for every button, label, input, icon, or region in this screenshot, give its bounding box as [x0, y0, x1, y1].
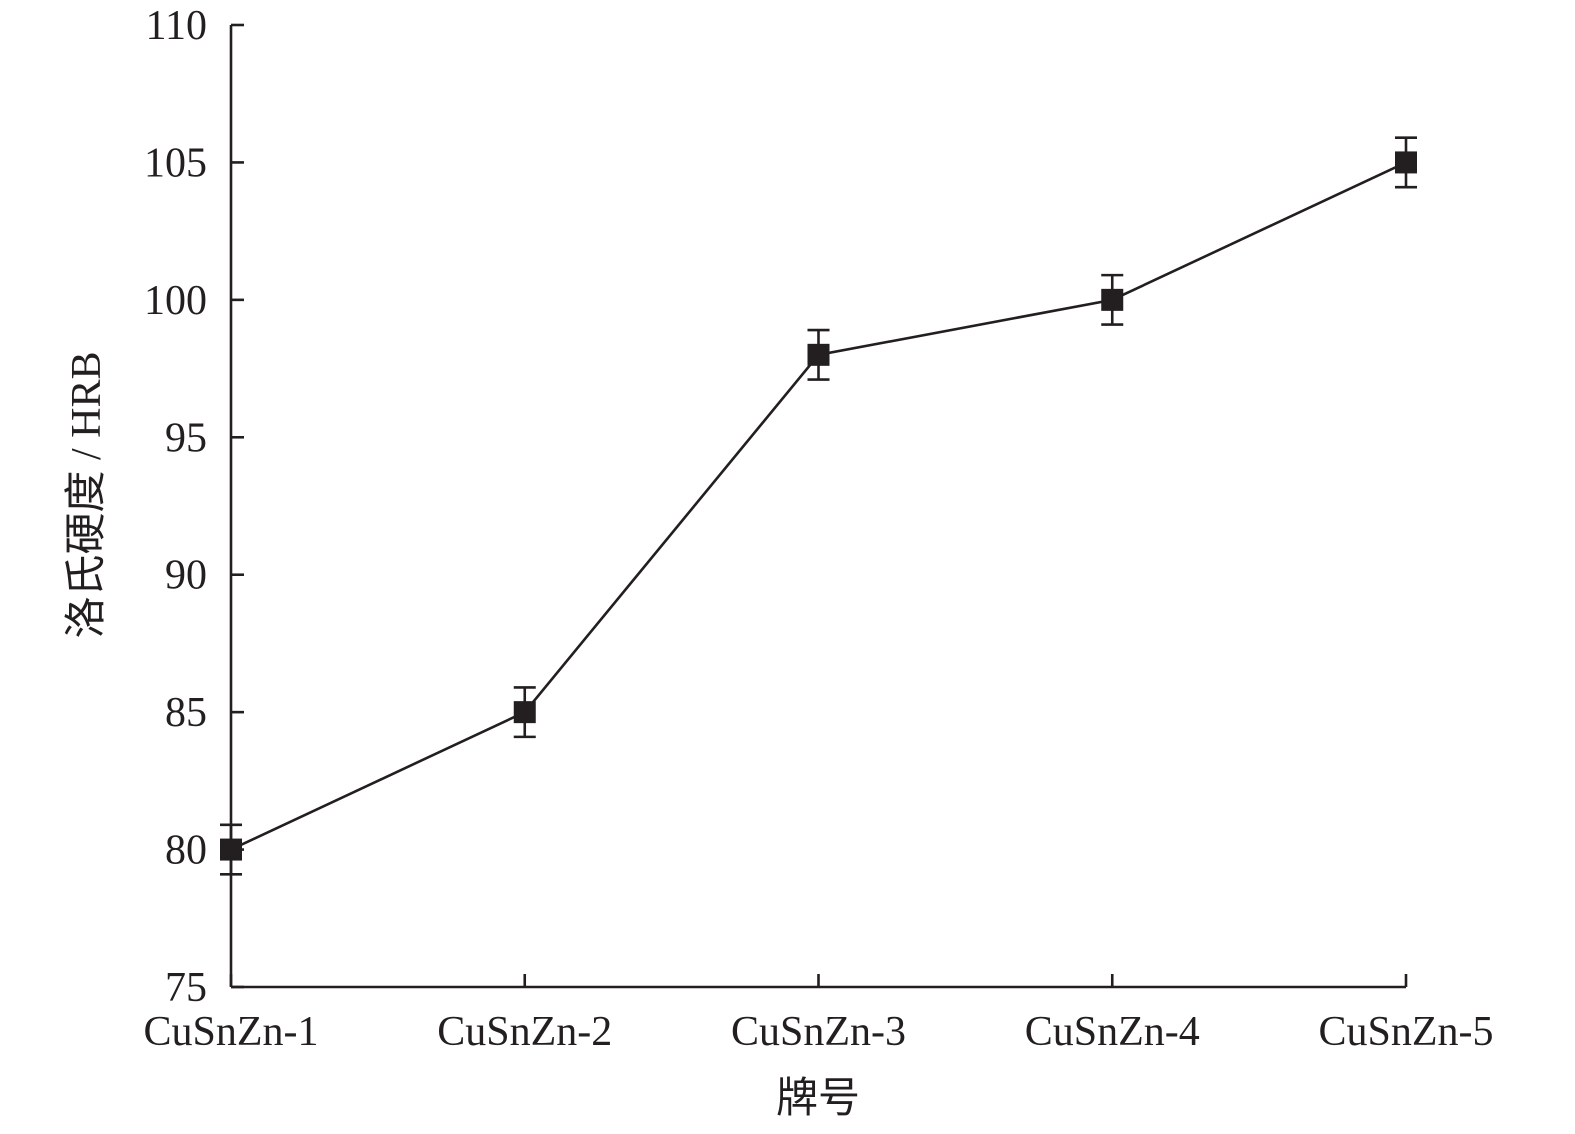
- x-tick-label: CuSnZn-1: [143, 1009, 318, 1055]
- y-tick-label: 105: [144, 140, 207, 186]
- x-tick-label: CuSnZn-2: [437, 1009, 612, 1055]
- y-tick-label: 110: [146, 3, 207, 49]
- y-tick-label: 95: [165, 415, 207, 461]
- data-point-marker: [1395, 151, 1417, 174]
- data-point-marker: [513, 701, 536, 724]
- data-point-marker: [220, 838, 242, 861]
- data-point-marker: [807, 343, 830, 366]
- x-axis-title: 牌号: [776, 1076, 860, 1122]
- y-tick-label: 85: [165, 690, 207, 736]
- plot-area: 75 80 85 90 95 100 105 110 CuSnZn-1 CuSnZn-2 CuSnZ…: [143, 3, 1493, 1055]
- y-tick-label: 75: [165, 965, 207, 1011]
- y-tick-label: 90: [165, 553, 207, 599]
- y-tick-label: 100: [144, 278, 207, 324]
- series-line: [230, 161, 1407, 851]
- x-tick-label: CuSnZn-4: [1025, 1009, 1200, 1055]
- x-tick-label: CuSnZn-3: [731, 1009, 906, 1055]
- y-tick-label: 80: [165, 828, 207, 874]
- y-axis-title: 洛氏硬度 / HRB: [64, 351, 110, 638]
- x-tick-label: CuSnZn-5: [1318, 1009, 1493, 1055]
- data-point-marker: [1101, 288, 1124, 311]
